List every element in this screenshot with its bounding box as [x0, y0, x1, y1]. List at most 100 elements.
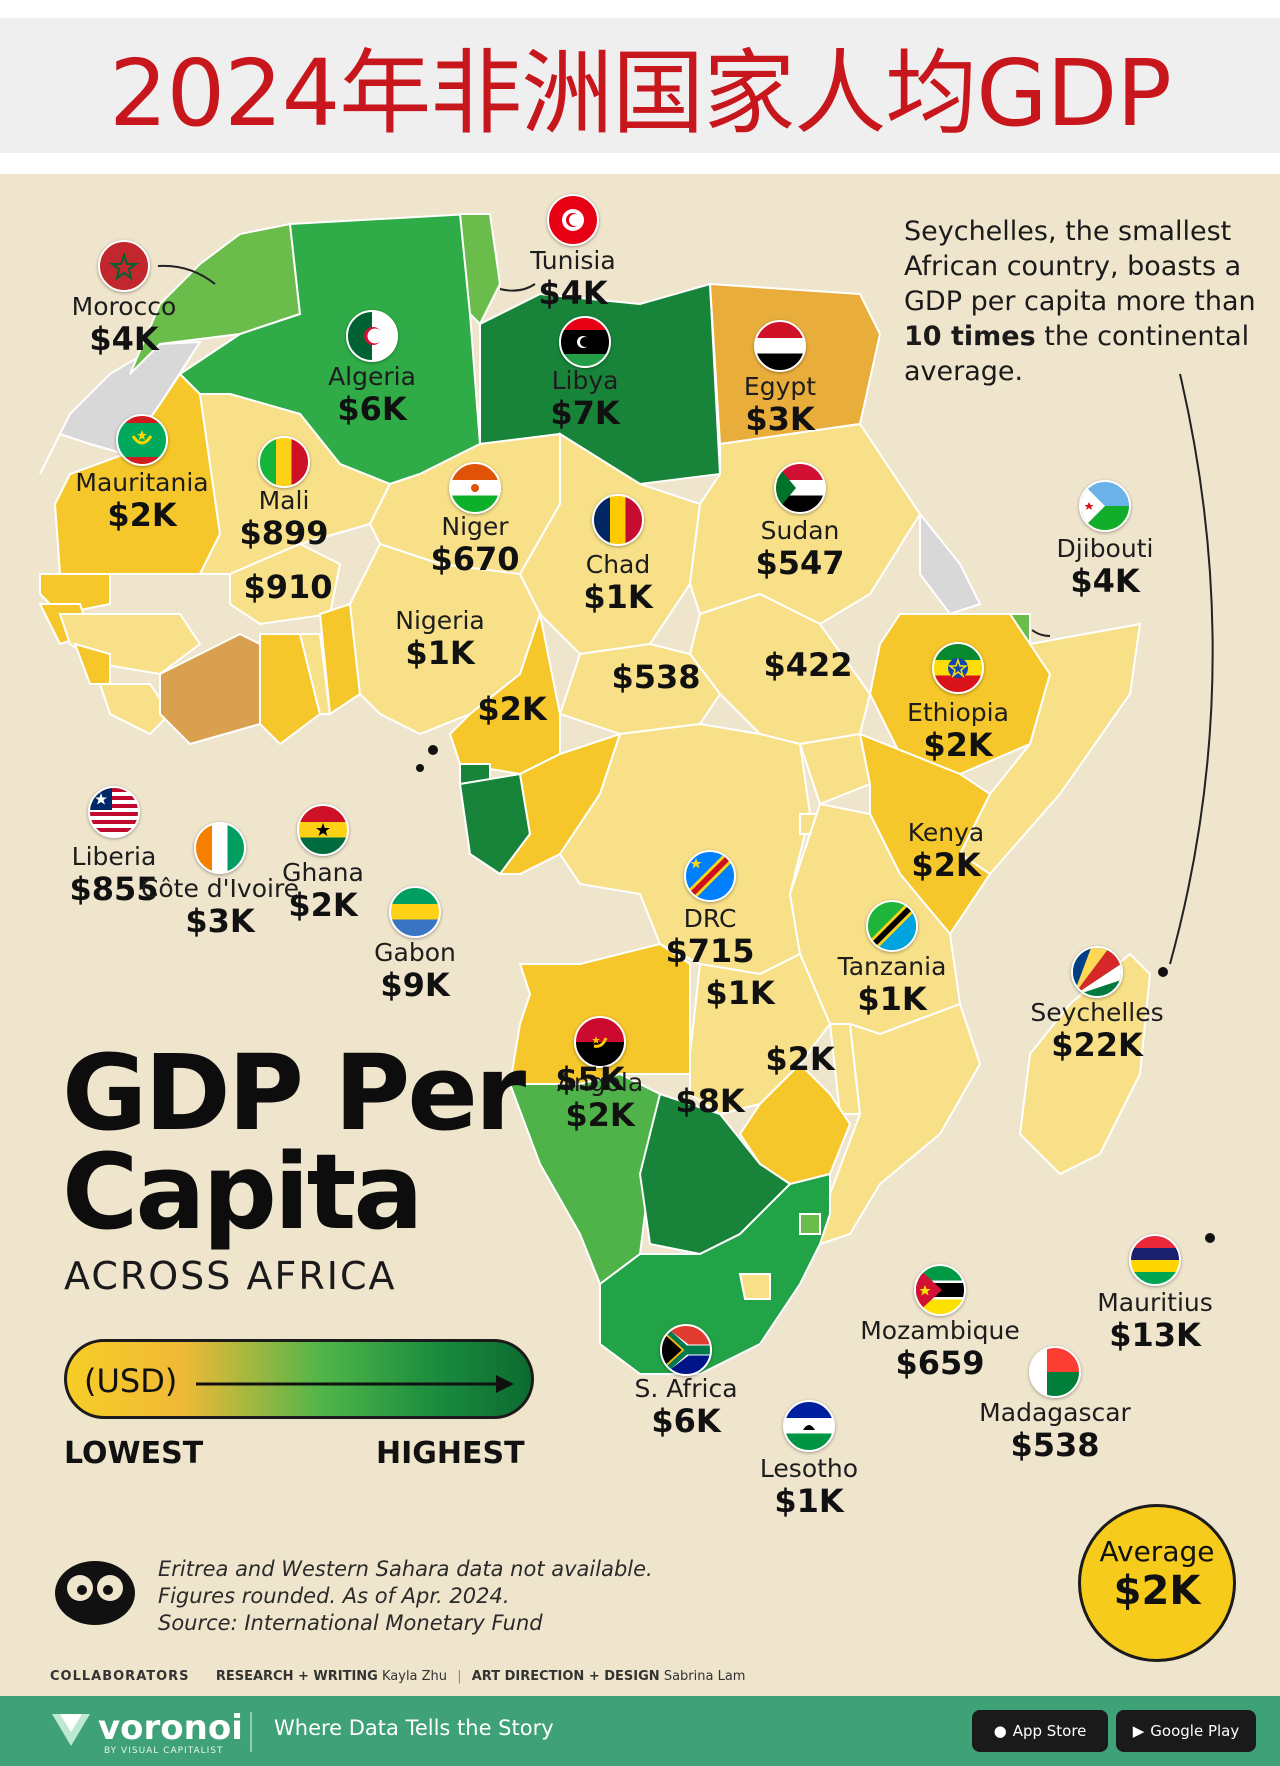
seychelles-callout: Seychelles, the smallest African country…	[904, 214, 1264, 389]
play-icon: ▶	[1132, 1722, 1145, 1740]
label-ghana: Ghana $2K	[282, 858, 364, 924]
region-mozambique	[818, 1002, 982, 1246]
region-eritrea	[919, 511, 982, 616]
label-cote-divoire: Côte d'Ivoire $3K	[140, 874, 300, 940]
flag-mali-icon	[258, 436, 310, 488]
region-zambia	[689, 952, 832, 1116]
flag-djibouti-icon	[1079, 480, 1131, 532]
callout-emphasis: 10 times	[904, 321, 1036, 353]
region-lesotho	[738, 1273, 771, 1300]
google-play-label: Google Play	[1150, 1722, 1240, 1740]
label-drc: DRC $715	[665, 904, 755, 970]
flag-seychelles-icon	[1071, 946, 1123, 998]
arrow-djibouti	[1031, 629, 1051, 637]
flag-lesotho-icon	[783, 1400, 835, 1452]
label-south-africa: S. Africa $6K	[634, 1374, 738, 1440]
apple-icon: ●	[993, 1722, 1007, 1740]
app-store-button[interactable]: ● App Store	[972, 1710, 1108, 1752]
label-libya: Libya $7K	[550, 366, 620, 432]
flag-libya-icon	[559, 316, 611, 368]
poster-subtitle: ACROSS AFRICA	[64, 1254, 397, 1298]
arrow-tunisia	[499, 283, 536, 292]
label-morocco: Morocco $4K	[71, 292, 177, 358]
credits: COLLABORATORS RESEARCH + WRITING Kayla Z…	[50, 1669, 746, 1684]
credits-collaborators: COLLABORATORS	[50, 1669, 190, 1684]
banner-title: 2024年非洲国家人均GDP	[109, 40, 1172, 147]
poster-title-line2: Capita	[62, 1130, 424, 1253]
label-kenya: Kenya $2K	[907, 818, 985, 884]
footer-tagline: Where Data Tells the Story	[274, 1716, 554, 1740]
flag-egypt-icon	[754, 320, 806, 372]
island-bioko	[416, 764, 424, 772]
label-chad: Chad $1K	[583, 550, 653, 616]
legend-arrow-icon	[196, 1375, 514, 1393]
voronoi-brand[interactable]: voronoi	[98, 1708, 243, 1748]
flag-ethiopia-icon	[932, 642, 984, 694]
label-liberia: Liberia $855	[69, 842, 159, 908]
credits-research-name: Kayla Zhu	[381, 1669, 448, 1684]
value-botswana: $8K	[675, 1082, 745, 1120]
app-store-label: App Store	[1012, 1722, 1087, 1740]
label-mali: Mali $899	[239, 486, 329, 552]
label-algeria: Algeria $6K	[328, 362, 416, 428]
arrow-seychelles	[1169, 373, 1214, 965]
label-angola: Angola $2K	[556, 1068, 644, 1134]
flag-chad-icon	[592, 494, 644, 546]
region-madagascar	[1018, 952, 1152, 1176]
legend-highest: HIGHEST	[376, 1436, 525, 1471]
flag-drc-icon	[684, 850, 736, 902]
region-south-africa	[599, 1172, 831, 1375]
label-tanzania: Tanzania $1K	[837, 952, 947, 1018]
flag-liberia-icon	[88, 786, 140, 838]
note-rounding: Figures rounded. As of Apr. 2024.	[158, 1583, 510, 1608]
flag-niger-icon	[449, 462, 501, 514]
region-tunisia	[458, 213, 502, 326]
flag-gabon-icon	[389, 886, 441, 938]
value-namibia: $5K	[555, 1060, 625, 1098]
legend-unit: (USD)	[84, 1362, 178, 1400]
voronoi-logo-icon[interactable]	[50, 1708, 92, 1750]
region-liberia	[98, 683, 172, 736]
label-djibouti: Djibouti $4K	[1056, 534, 1154, 600]
callout-text-1: Seychelles, the smallest African country…	[904, 216, 1256, 318]
flag-tunisia-icon	[547, 194, 599, 246]
average-label: Average	[1099, 1535, 1215, 1568]
google-play-button[interactable]: ▶ Google Play	[1116, 1710, 1256, 1752]
voronoi-brand-sub: BY VISUAL CAPITALIST	[104, 1746, 224, 1756]
flag-tanzania-icon	[866, 900, 918, 952]
region-uganda	[798, 732, 872, 806]
label-egypt: Egypt $3K	[743, 372, 817, 438]
label-mauritania: Mauritania $2K	[75, 468, 209, 534]
credits-research-label: RESEARCH + WRITING	[215, 1669, 378, 1684]
visual-capitalist-logo-icon	[55, 1561, 135, 1625]
label-mozambique: Mozambique $659	[860, 1316, 1020, 1382]
region-ghana	[259, 633, 322, 746]
label-tunisia: Tunisia $4K	[530, 246, 616, 312]
label-madagascar: Madagascar $538	[979, 1398, 1131, 1464]
label-sudan: Sudan $547	[755, 516, 845, 582]
average-value: $2K	[1113, 1568, 1201, 1614]
flag-angola-icon	[574, 1016, 626, 1068]
credits-design-label: ART DIRECTION + DESIGN	[471, 1669, 660, 1684]
banner: 2024年非洲国家人均GDP	[0, 18, 1280, 153]
island-sao-tome	[428, 745, 438, 755]
flag-ghana-icon	[297, 804, 349, 856]
note-data-availability: Eritrea and Western Sahara data not avai…	[158, 1557, 653, 1581]
label-ethiopia: Ethiopia $2K	[907, 698, 1009, 764]
region-eswatini	[799, 1213, 821, 1235]
value-cameroon: $2K	[477, 690, 547, 728]
label-mauritius: Mauritius $13K	[1097, 1288, 1213, 1354]
island-seychelles	[1158, 967, 1168, 977]
flag-south-africa-icon	[660, 1324, 712, 1376]
legend-gradient	[64, 1339, 534, 1419]
value-car: $538	[611, 658, 701, 696]
poster: Morocco $4K Tunisia $4K Algeria $6K Libya $7…	[0, 174, 1280, 1696]
region-car	[558, 642, 722, 736]
footer-divider	[250, 1712, 252, 1752]
credits-design-name: Sabrina Lam	[663, 1669, 746, 1684]
flag-algeria-icon	[346, 310, 398, 362]
region-kenya	[858, 732, 992, 936]
arrow-morocco	[157, 264, 216, 285]
poster-title: GDP Per Capita	[62, 1041, 526, 1253]
flag-mozambique-icon	[914, 1264, 966, 1316]
